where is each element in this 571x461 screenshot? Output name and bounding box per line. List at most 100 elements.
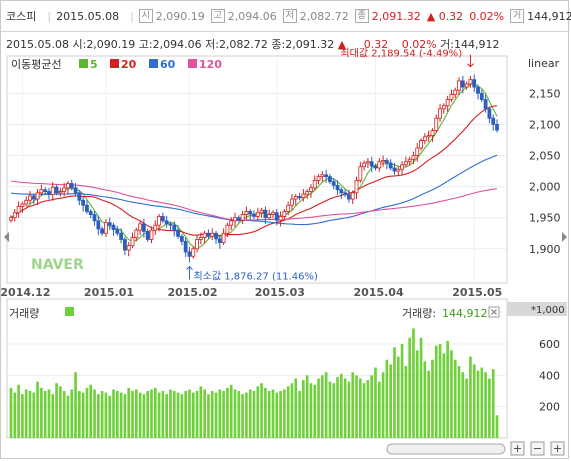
candle-body: [343, 192, 348, 196]
volume-bar: [275, 392, 279, 438]
volume-bar: [438, 344, 442, 438]
candle-body: [384, 160, 389, 164]
candle-body: [195, 239, 199, 250]
candle-body: [320, 174, 325, 178]
volume-bar: [226, 387, 229, 438]
ma-20-line: [10, 105, 498, 236]
crosshair-info-bar: 2015.05.08 시:2,090.19 고:2,094.06 저:2,082…: [6, 36, 566, 52]
volume-bar: [210, 391, 214, 438]
volume-bar: [96, 394, 100, 438]
volume-bar: [203, 389, 206, 438]
volume-bar: [389, 364, 393, 438]
ma-legend-swatch: [79, 59, 88, 68]
candle-body: [438, 108, 442, 119]
candle-body: [58, 191, 63, 194]
volume-bar: [313, 384, 317, 438]
volume-bar: [199, 386, 203, 438]
volume-bar: [74, 372, 77, 438]
candle-body: [483, 99, 488, 110]
candle-body: [210, 232, 215, 237]
volume-bar: [290, 383, 294, 438]
volume-unit: *1,000: [531, 305, 565, 316]
volume-bar: [138, 392, 142, 438]
candle-body: [479, 92, 484, 100]
volume-bar: [248, 389, 252, 438]
candle-body: [104, 222, 108, 234]
candle-body: [449, 94, 454, 100]
volume-bar: [233, 389, 237, 438]
candle-body: [403, 161, 408, 166]
volume-bar: [336, 376, 339, 438]
candle-body: [259, 209, 264, 214]
volume-bar: [366, 380, 370, 438]
candle-body: [339, 189, 344, 194]
min-arrow-icon: [186, 265, 193, 280]
volume-bar: [381, 372, 385, 438]
volume-bar: [374, 367, 377, 438]
candle-body: [441, 105, 446, 110]
candle-body: [476, 86, 480, 94]
candle-body: [85, 204, 89, 212]
volume-bar: [188, 389, 191, 438]
time-axis: 2014.12 2015.01 2015.02 2015.03 2015.04 2015.…: [1, 286, 502, 299]
candle-body: [263, 209, 268, 219]
volume-bar: [453, 359, 457, 438]
volume-bar: [393, 347, 396, 438]
volume-bar: [404, 365, 408, 438]
volume-bar: [302, 380, 305, 438]
price-tick-label: 2,150: [529, 87, 561, 100]
volume-bar: [237, 391, 241, 438]
candle-body: [328, 176, 332, 183]
volume-bar: [241, 394, 244, 438]
naver-watermark: NAVER: [31, 257, 84, 273]
scroll-left-icon[interactable]: [4, 232, 9, 242]
candle-body: [43, 189, 48, 192]
candle-body: [331, 181, 336, 186]
volume-tick-label: 600: [539, 338, 560, 351]
time-tick-label: 2014.12: [1, 286, 51, 299]
candle-body: [111, 224, 116, 230]
candlesticks: [9, 74, 499, 263]
candle-body: [88, 211, 93, 215]
candle-body: [221, 232, 226, 243]
volume-bar: [495, 415, 499, 438]
candle-body: [126, 245, 131, 251]
volume-bar: [408, 337, 412, 438]
volume-bar: [442, 353, 446, 438]
volume-bar: [17, 384, 20, 438]
info-close-label: 종:: [271, 38, 286, 51]
close-value: 2,091.32: [371, 9, 421, 23]
candle-body: [123, 239, 127, 251]
volume-bar: [176, 392, 180, 438]
volume-tick-label: 200: [539, 401, 560, 414]
candle-body: [248, 211, 253, 215]
candle-body: [9, 217, 13, 221]
candle-body: [434, 117, 439, 132]
candle-body: [96, 220, 101, 230]
volume-bar: [207, 394, 210, 438]
candle-body: [301, 193, 306, 199]
candle-body: [354, 179, 359, 194]
volume-bar: [271, 389, 275, 438]
volume-bar: [28, 391, 32, 438]
time-scrollbar[interactable]: [386, 443, 506, 455]
info-high-label: 고:: [138, 38, 153, 51]
volume-bar: [150, 389, 153, 438]
candle-body: [381, 160, 385, 163]
volume-bar: [47, 389, 51, 438]
quote-header: 코스피 | 2015.05.08 | 시 2,090.19 고 2,094.06…: [1, 1, 571, 32]
close-icon: [491, 309, 497, 315]
candle-body: [233, 217, 237, 222]
candle-body: [282, 211, 287, 217]
volume-bar: [400, 344, 404, 438]
volume-bar: [146, 391, 150, 438]
ma-120-line: [10, 180, 498, 221]
candle-body: [206, 232, 211, 237]
volume-bar: [491, 369, 495, 438]
scale-label[interactable]: linear: [528, 57, 560, 70]
candle-body: [198, 237, 203, 240]
scroll-right-icon[interactable]: [562, 232, 567, 242]
candle-body: [24, 199, 29, 205]
candle-body: [179, 235, 184, 242]
